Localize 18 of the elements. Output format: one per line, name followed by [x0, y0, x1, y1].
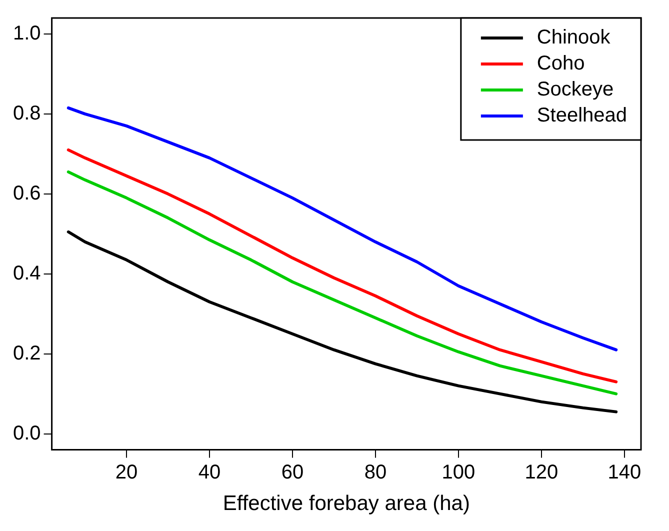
x-tick-label: 100 — [442, 461, 476, 484]
y-tick-label: 0.8 — [12, 102, 41, 124]
y-tick-label: 0.0 — [12, 422, 41, 444]
x-axis-title: Effective forebay area (ha) — [222, 492, 470, 516]
x-tick-label: 60 — [281, 461, 304, 484]
x-tick-label: 20 — [115, 461, 138, 484]
x-tick-label: 120 — [524, 461, 558, 484]
legend-label: Coho — [536, 52, 585, 75]
y-tick-label: 0.6 — [12, 182, 41, 204]
y-tick-label: 0.2 — [12, 342, 41, 364]
legend-label: Chinook — [536, 26, 612, 49]
x-tick-label: 40 — [198, 461, 221, 484]
legend-label: Steelhead — [536, 104, 627, 127]
y-tick-label: 0.4 — [12, 262, 41, 284]
x-tick-label: 80 — [364, 461, 387, 484]
y-tick-label: 1.0 — [12, 22, 41, 45]
legend-label: Sockeye — [536, 78, 614, 101]
x-tick-label: 140 — [608, 461, 642, 484]
